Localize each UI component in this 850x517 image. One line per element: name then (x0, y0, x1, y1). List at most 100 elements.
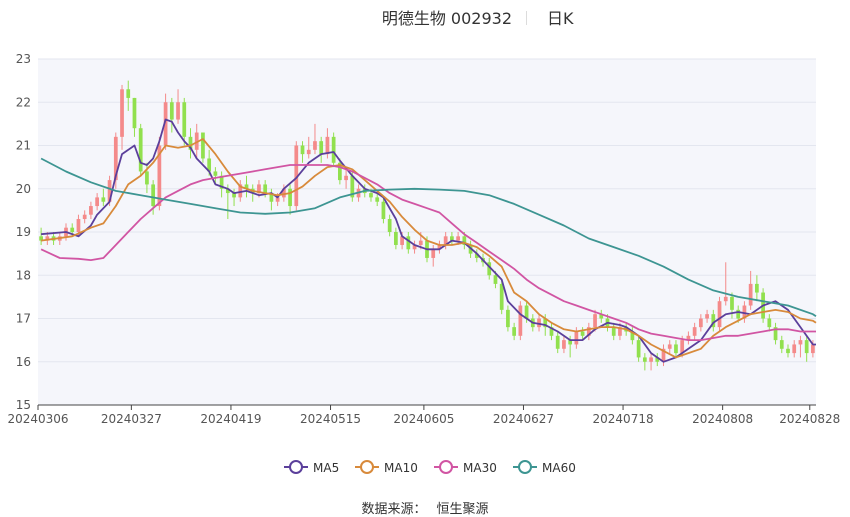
candle-body (70, 227, 75, 232)
candle-body (462, 236, 467, 245)
x-tick-label: 20240627 (493, 412, 554, 426)
candle-body (113, 136, 118, 181)
period-label: 日K (547, 9, 574, 28)
y-tick-label: 19 (16, 225, 31, 239)
candle-body (811, 344, 815, 354)
candle-body (493, 275, 498, 284)
candle-body (76, 219, 81, 232)
candle-body (325, 136, 330, 155)
ma-line-ma60 (40, 157, 817, 318)
source-value: 恒生聚源 (436, 502, 489, 517)
y-tick-label: 21 (16, 139, 31, 153)
grid (38, 58, 816, 406)
candle-body (145, 171, 149, 185)
candle-body (773, 327, 778, 341)
candle-body (213, 171, 218, 176)
candle-body (499, 283, 504, 310)
x-tick-label: 20240718 (593, 412, 654, 426)
candles (39, 80, 815, 371)
candle-body (412, 244, 417, 250)
candle-body (580, 331, 585, 336)
data-source: 数据来源： 恒生聚源 (0, 498, 850, 517)
candle-body (692, 327, 697, 336)
y-tick-label: 20 (16, 182, 31, 196)
candle-body (263, 184, 268, 194)
candle-body (163, 102, 168, 146)
candle-body (748, 283, 753, 306)
candle-body (394, 232, 398, 245)
candle-body (138, 128, 143, 172)
candle-body (126, 89, 131, 98)
candle-body (337, 162, 342, 181)
candle-body (474, 253, 479, 258)
candle-body (101, 197, 106, 202)
candle-body (574, 331, 579, 345)
candle-body (667, 344, 672, 349)
candle-body (39, 236, 43, 241)
candle-body (506, 309, 510, 328)
x-tick-label: 20240605 (393, 412, 454, 426)
candle-body (275, 197, 280, 202)
candle-body (705, 314, 709, 319)
candle-body (717, 301, 722, 328)
candle-body (711, 314, 716, 328)
candle-body (512, 327, 517, 336)
y-axis: 15 16 17 18 19 20 21 22 23 (16, 52, 31, 412)
candle-body (306, 149, 311, 155)
candle-body (450, 236, 454, 241)
candle-body (107, 180, 112, 202)
candle-body (188, 136, 193, 150)
candle-body (151, 184, 156, 207)
x-tick-label: 20240306 (7, 412, 68, 426)
x-tick-label: 20240808 (692, 412, 753, 426)
candle-body (767, 318, 772, 328)
candle-body (543, 318, 548, 328)
candle-body (350, 175, 355, 198)
candle-body (786, 348, 790, 354)
stock-name: 明德生物 002932 (381, 9, 512, 28)
candle-body (201, 132, 205, 159)
candle-body (655, 357, 660, 362)
candle-body (281, 188, 286, 198)
candle-body (792, 344, 797, 354)
candle-body (194, 132, 199, 150)
legend-label-ma60: MA60 (542, 461, 576, 475)
candle-body (120, 89, 124, 137)
candle-body (207, 158, 212, 172)
candle-body (742, 305, 747, 319)
legend-label-ma5: MA5 (313, 461, 339, 475)
y-tick-label: 23 (16, 52, 31, 66)
candle-body (269, 193, 274, 202)
candle-body (804, 340, 809, 354)
candle-body (418, 240, 423, 245)
legend-marker-ma10 (360, 460, 374, 474)
candle-body (549, 327, 554, 336)
candle-body (437, 244, 442, 250)
candle-body (611, 327, 616, 336)
candle-body (244, 184, 249, 189)
y-tick-label: 15 (16, 398, 31, 412)
candle-body (257, 184, 261, 194)
candle-body (798, 340, 803, 345)
candle-body (518, 305, 523, 336)
candle-body (225, 188, 230, 194)
candle-body (661, 348, 666, 362)
x-tick-label: 20240327 (101, 412, 162, 426)
candle-body (238, 184, 243, 198)
x-tick-label: 20240828 (779, 412, 840, 426)
candle-body (593, 314, 597, 328)
moving-averages (40, 118, 817, 363)
candle-body (313, 141, 317, 150)
candle-body (537, 318, 541, 328)
candle-body (599, 314, 604, 319)
legend-marker-ma30 (439, 460, 453, 474)
candle-body (369, 193, 373, 198)
candle-body (157, 145, 162, 207)
candle-body (487, 262, 492, 276)
candle-body (443, 236, 448, 245)
candle-body (294, 145, 299, 207)
candle-body (779, 340, 784, 349)
ma-line-ma5 (41, 118, 816, 363)
ma-line-ma10 (40, 138, 817, 359)
